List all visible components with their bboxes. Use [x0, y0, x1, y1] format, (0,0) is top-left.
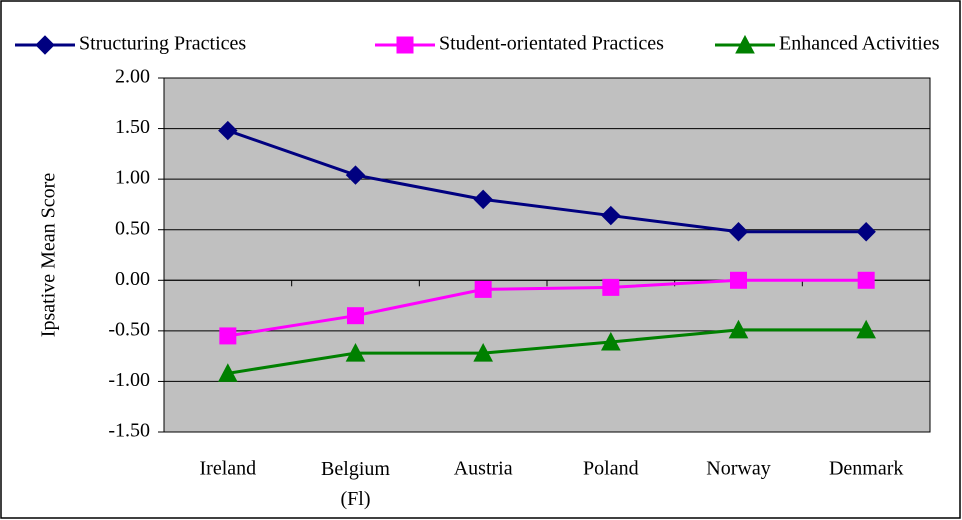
x-tick-label: Austria	[454, 458, 513, 480]
legend-item: Student-orientated Practices	[375, 33, 664, 55]
y-tick-label: -1.00	[108, 369, 150, 391]
marker	[856, 222, 876, 242]
marker	[347, 307, 364, 325]
series-line	[227, 328, 867, 375]
legend-item: Structuring Practices	[15, 33, 246, 55]
marker	[735, 34, 755, 54]
series-line	[227, 129, 867, 234]
series-line	[227, 278, 867, 338]
plot-area	[164, 78, 930, 432]
marker	[730, 271, 747, 289]
legend-item: Enhanced Activities	[715, 33, 940, 55]
y-tick-label: 0.00	[115, 268, 150, 290]
y-tick-label: -0.50	[108, 318, 150, 340]
x-tick-label: Poland	[583, 458, 639, 480]
marker	[218, 363, 238, 382]
y-tick-label: 1.00	[115, 167, 150, 189]
marker	[728, 319, 749, 339]
marker	[218, 120, 238, 141]
marker	[35, 35, 55, 55]
y-tick-label: 1.50	[115, 116, 150, 138]
plot-border	[163, 77, 931, 433]
marker	[856, 319, 876, 339]
x-tick-label: Ireland	[200, 458, 257, 480]
marker	[345, 343, 366, 362]
legend-label: Structuring Practices	[79, 33, 246, 55]
marker	[345, 165, 366, 185]
legend-label: Student-orientated Practices	[439, 33, 664, 55]
marker	[219, 327, 237, 345]
y-tick-label: 0.50	[115, 217, 150, 239]
marker	[601, 205, 621, 226]
marker	[857, 271, 875, 289]
marker	[602, 278, 620, 296]
marker	[473, 189, 493, 210]
y-tick-label: -1.50	[108, 420, 150, 442]
marker	[601, 331, 621, 351]
y-tick-label: 2.00	[115, 66, 150, 88]
marker	[473, 343, 493, 362]
marker	[396, 36, 414, 54]
x-tick-label: Belgium (Fl)	[321, 458, 390, 510]
x-tick-label: Norway	[706, 458, 770, 480]
marker	[474, 280, 492, 298]
legend-label: Enhanced Activities	[779, 33, 940, 55]
x-tick-label: Denmark	[829, 458, 903, 480]
y-axis-label: Ipsative Mean Score	[38, 173, 60, 338]
marker	[728, 222, 749, 242]
